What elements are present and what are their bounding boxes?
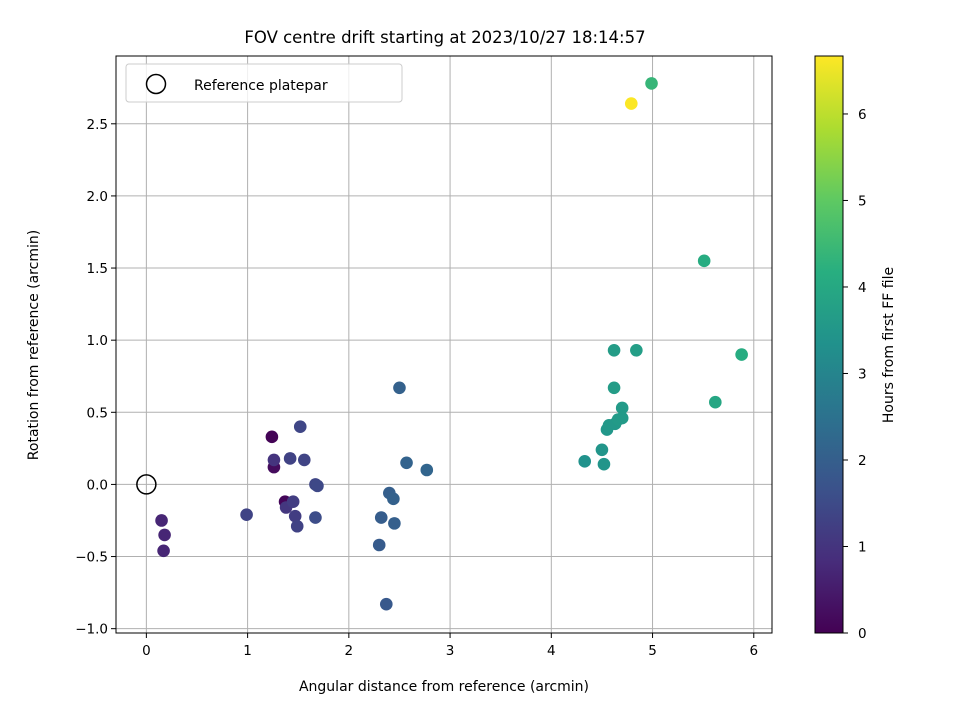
data-point — [388, 517, 401, 530]
data-point — [597, 457, 611, 471]
data-point — [311, 479, 324, 493]
x-tick-label: 2 — [345, 643, 354, 659]
data-point — [374, 511, 388, 524]
data-point — [387, 492, 400, 506]
y-tick-label: 2.0 — [87, 189, 108, 205]
data-point — [372, 538, 386, 552]
grid-lines — [116, 56, 772, 633]
data-point — [157, 544, 170, 558]
y-tick-label: −1.0 — [75, 622, 108, 638]
colorbar-tick-label: 4 — [858, 280, 867, 296]
colorbar-tick-label: 1 — [858, 539, 867, 555]
data-point — [158, 528, 171, 542]
x-axis-ticks: 0 1 2 3 4 5 6 — [142, 633, 758, 659]
data-point — [286, 495, 300, 509]
data-point — [645, 77, 658, 90]
data-point — [290, 519, 304, 533]
colorbar-tick-label: 6 — [858, 107, 867, 123]
data-point — [615, 401, 629, 415]
y-axis-ticks: −1.0 −0.5 0.0 0.5 1.0 1.5 2.0 2.5 — [75, 117, 116, 638]
x-tick-label: 0 — [142, 643, 151, 659]
x-axis-label: Angular distance from reference (arcmin) — [299, 679, 589, 695]
data-point — [309, 511, 322, 524]
legend-open-circle-marker — [145, 73, 167, 95]
data-point — [607, 343, 621, 357]
data-point — [265, 430, 279, 444]
colorbar-label: Hours from first FF file — [881, 267, 897, 423]
data-point — [578, 455, 592, 468]
data-point — [293, 420, 307, 434]
data-point — [630, 343, 643, 357]
data-point — [420, 463, 434, 477]
y-tick-label: 0.0 — [87, 477, 108, 493]
legend-entry-label: Reference platepar — [194, 78, 328, 94]
x-tick-label: 6 — [749, 643, 758, 659]
y-axis-label: Rotation from reference (arcmin) — [26, 230, 42, 460]
data-point — [283, 452, 297, 465]
data-point — [267, 453, 281, 467]
y-tick-label: 1.0 — [87, 333, 108, 349]
data-point — [735, 348, 748, 361]
plot-frame — [115, 55, 773, 634]
chart-title: FOV centre drift starting at 2023/10/27 … — [244, 28, 645, 47]
colorbar-tick-label: 5 — [858, 193, 867, 209]
reference-platepar-marker — [136, 474, 157, 495]
y-tick-label: −0.5 — [75, 550, 108, 566]
colorbar-tick-label: 3 — [858, 366, 867, 382]
data-point — [697, 254, 711, 268]
data-point — [288, 509, 302, 523]
data-point — [155, 514, 168, 527]
colorbar-tick-label: 0 — [858, 626, 867, 642]
legend-box — [125, 63, 403, 103]
data-point — [379, 597, 393, 611]
colorbar-tick-label: 2 — [858, 453, 867, 469]
legend: Reference platepar — [125, 63, 403, 103]
colorbar — [814, 55, 844, 634]
data-point — [297, 453, 311, 467]
y-tick-label: 1.5 — [87, 261, 108, 277]
data-point — [607, 381, 621, 395]
data-point — [624, 97, 638, 110]
data-point — [393, 381, 406, 395]
y-tick-label: 2.5 — [87, 117, 108, 133]
colorbar-ticks: 0 1 2 3 4 5 6 — [843, 107, 867, 642]
data-point — [615, 411, 629, 425]
data-point — [709, 395, 722, 409]
x-tick-label: 1 — [243, 643, 252, 659]
x-tick-label: 5 — [648, 643, 657, 659]
data-points — [155, 77, 748, 611]
x-tick-label: 4 — [547, 643, 556, 659]
y-tick-label: 0.5 — [87, 405, 108, 421]
data-point — [240, 508, 253, 522]
reference-marker-layer — [136, 474, 157, 495]
x-tick-label: 3 — [446, 643, 455, 659]
data-point — [595, 443, 609, 457]
data-point — [400, 456, 413, 470]
